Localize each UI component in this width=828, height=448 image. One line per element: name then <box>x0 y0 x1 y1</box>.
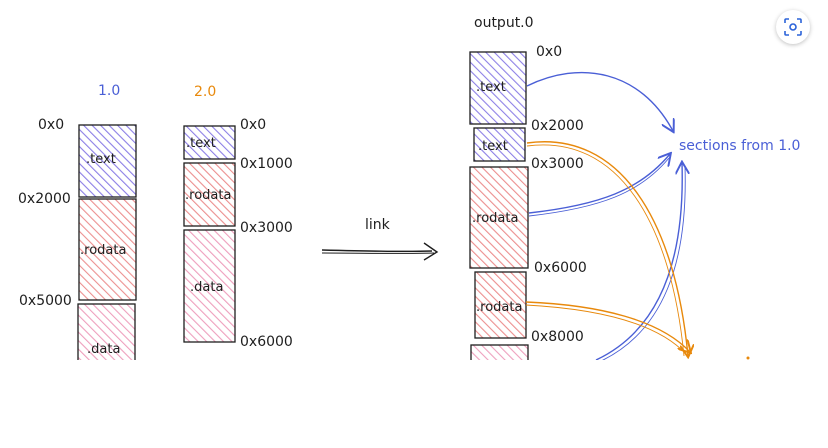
output-data-section <box>470 344 529 360</box>
blue-arrow-2 <box>528 154 670 214</box>
input2-title: 2.0 <box>194 84 216 100</box>
input2-text-section <box>183 125 236 160</box>
input2-addr-2: 0x3000 <box>240 220 293 236</box>
output-text-label-2: .text <box>478 139 508 154</box>
output-text-section-1 <box>469 51 527 125</box>
blue-arrow-3 <box>595 163 682 360</box>
output-addr-1: 0x2000 <box>531 118 584 134</box>
input2-addr-1: 0x1000 <box>240 156 293 172</box>
orange-arrow-1 <box>526 141 688 356</box>
link-arrow <box>321 249 433 253</box>
output-rodata-label-2: .rodata <box>476 300 522 315</box>
input1-addr-1: 0x2000 <box>18 191 71 207</box>
linker-diagram: 1.0 .text .rodata .data 0x0 0x2000 0x500… <box>18 15 800 360</box>
input2-rodata-label: .rodata <box>185 188 231 203</box>
output-rodata-section-2 <box>474 271 527 339</box>
scan-focus-icon <box>784 18 802 36</box>
input2-rodata-section <box>183 162 236 227</box>
link-arrow-head <box>423 242 439 261</box>
output-addr-2: 0x3000 <box>531 156 584 172</box>
input1-addr-2: 0x5000 <box>19 293 72 309</box>
input2-data-section <box>183 229 236 343</box>
input2-addr-0: 0x0 <box>240 117 266 133</box>
input1-rodata-label: .rodata <box>80 243 126 258</box>
output-addr-4: 0x8000 <box>531 329 584 345</box>
diagram-canvas: 1.0 .text .rodata .data 0x0 0x2000 0x500… <box>18 15 801 360</box>
input2-addr-3: 0x6000 <box>240 334 293 350</box>
input1-text-label: .text <box>86 152 116 167</box>
output-rodata-label-1: .rodata <box>472 211 518 226</box>
sections-from-label: sections from 1.0 <box>679 138 800 154</box>
input1-addr-0: 0x0 <box>38 117 64 133</box>
blue-arrow-1 <box>526 71 673 131</box>
output-text-label-1: .text <box>476 80 506 95</box>
scan-focus-button[interactable] <box>776 10 810 44</box>
input1-title: 1.0 <box>98 83 120 99</box>
output-title: output.0 <box>474 15 534 31</box>
orange-arrow-2 <box>525 301 690 352</box>
input2-data-label: .data <box>190 280 223 295</box>
bottom-area <box>0 360 828 448</box>
input1-data-label: .data <box>87 342 120 357</box>
input1-rodata-section <box>78 198 137 301</box>
output-addr-3: 0x6000 <box>534 260 587 276</box>
output-addr-0: 0x0 <box>536 44 562 60</box>
input2-text-label: .text <box>186 136 216 151</box>
output-rodata-section-1 <box>469 166 529 269</box>
input1-data-section <box>77 303 136 360</box>
output-text-section-2 <box>473 127 526 162</box>
link-label: link <box>365 217 391 233</box>
input1-text-section <box>78 124 137 198</box>
